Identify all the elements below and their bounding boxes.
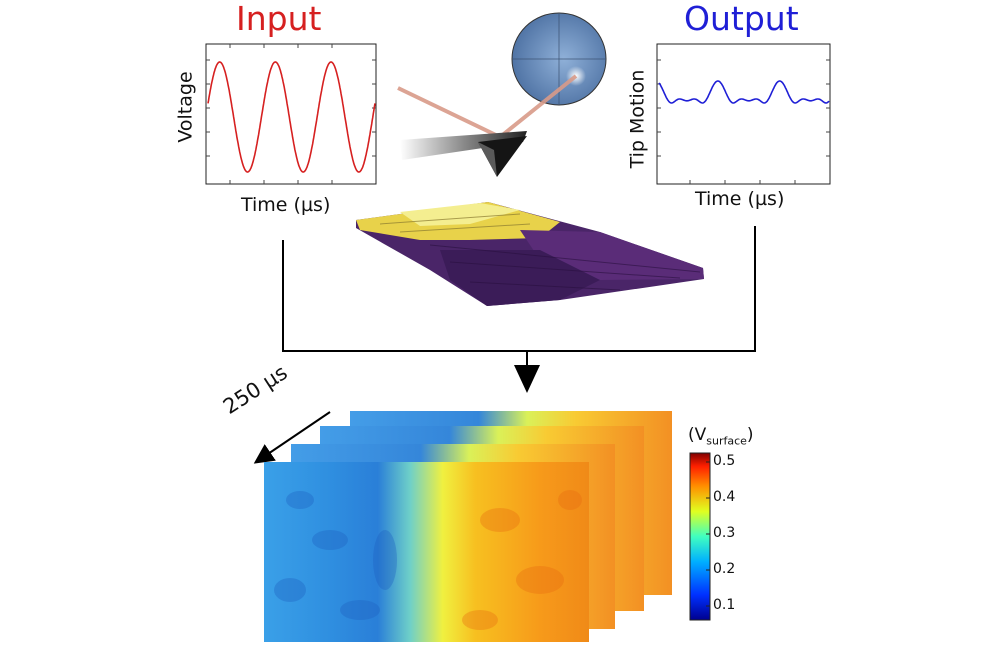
down-arrow-icon <box>514 365 540 393</box>
input-plot-frame <box>205 43 377 185</box>
input-title: Input <box>236 0 322 38</box>
colorbar <box>689 452 711 621</box>
input-voltage-trace <box>207 61 376 173</box>
colorbar-tick-label: 0.1 <box>713 597 736 613</box>
input-x-axis-label: Time (µs) <box>241 194 331 216</box>
input-plot <box>205 43 377 185</box>
input-plot-ticks <box>206 44 376 184</box>
colorbar-tick-label: 0.5 <box>713 453 736 469</box>
output-x-axis-label: Time (µs) <box>695 188 785 210</box>
surface-topography-image <box>356 202 704 306</box>
time-axis-arrow <box>253 411 331 464</box>
stack-frame-1 <box>264 462 589 642</box>
cantilever-icon <box>400 131 527 177</box>
output-plot-ticks <box>657 59 830 184</box>
colorbar-tick-label: 0.2 <box>713 561 736 577</box>
colorbar-tick-label: 0.3 <box>713 525 736 541</box>
colorbar-title: (Vsurface) <box>688 425 754 448</box>
colorbar-tick-label: 0.4 <box>713 489 736 505</box>
frame-stack <box>264 411 672 642</box>
output-plot-frame <box>656 43 831 185</box>
output-y-axis-label: Tip Motion <box>626 69 649 169</box>
output-tip-motion-trace <box>658 80 830 104</box>
output-title: Output <box>684 0 799 38</box>
output-plot <box>656 43 831 185</box>
input-y-axis-label: Voltage <box>174 71 197 143</box>
